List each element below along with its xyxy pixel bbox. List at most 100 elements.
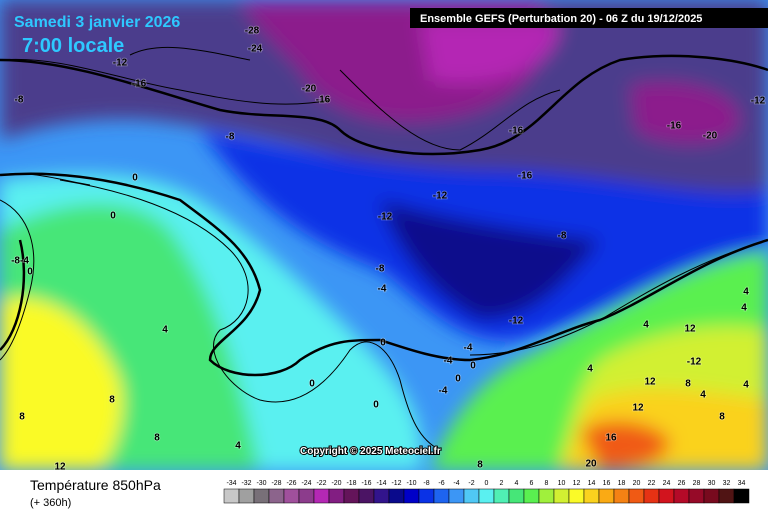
scale-swatch xyxy=(298,488,315,504)
contour-label: -16 xyxy=(509,126,524,137)
scale-swatch xyxy=(373,488,390,504)
scale-label: 16 xyxy=(603,480,611,487)
contour-label: -12 xyxy=(751,96,766,107)
contour-label: 8 xyxy=(685,379,691,390)
scale-label: -8 xyxy=(423,480,429,487)
model-banner xyxy=(410,8,768,28)
scale-label: -18 xyxy=(346,480,356,487)
scale-swatch xyxy=(643,488,660,504)
contour-label: -4 xyxy=(439,386,448,397)
contour-label: -4 xyxy=(444,356,453,367)
scale-swatch xyxy=(463,488,480,504)
scale-swatch xyxy=(268,488,285,504)
field-title: Température 850hPa xyxy=(30,477,161,493)
contour-label: -16 xyxy=(518,171,533,182)
contour-label: 0 xyxy=(380,338,386,349)
scale-label: 28 xyxy=(693,480,701,487)
contour-label: 0 xyxy=(455,374,461,385)
contour-label: -16 xyxy=(132,79,147,90)
contour-label: 4 xyxy=(743,380,749,391)
scale-swatch xyxy=(733,488,750,504)
scale-label: -4 xyxy=(453,480,459,487)
scale-swatch xyxy=(283,488,300,504)
scale-label: -26 xyxy=(286,480,296,487)
scale-swatch xyxy=(613,488,630,504)
scale-label: 6 xyxy=(530,480,534,487)
contour-label: 0 xyxy=(309,379,315,390)
contour-label: 8 xyxy=(109,395,115,406)
forecast-date: Samedi 3 janvier 2026 xyxy=(14,14,180,31)
contour-label: 8 xyxy=(154,433,160,444)
model-info: Ensemble GEFS (Perturbation 20) - 06 Z d… xyxy=(420,13,702,25)
scale-label: -24 xyxy=(301,480,311,487)
contour-label: 12 xyxy=(684,324,696,335)
contour-label: -12 xyxy=(687,357,702,368)
scale-label: 4 xyxy=(515,480,519,487)
contour-label: 4 xyxy=(700,390,706,401)
contour-label: 12 xyxy=(632,403,644,414)
scale-swatch xyxy=(718,488,735,504)
contour-label: 16 xyxy=(605,433,617,444)
scale-label: -6 xyxy=(438,480,444,487)
contour-label: 8 xyxy=(19,412,25,423)
contour-label: -28 xyxy=(245,26,260,37)
contour-label: -8 xyxy=(558,231,567,242)
scale-swatch xyxy=(538,488,555,504)
scale-swatch xyxy=(523,488,540,504)
scale-swatch xyxy=(328,488,345,504)
temperature-field xyxy=(0,0,768,471)
contour-label: -16 xyxy=(667,121,682,132)
contour-label: 8 xyxy=(719,412,725,423)
lead-time: (+ 360h) xyxy=(30,497,71,509)
scale-label: -28 xyxy=(271,480,281,487)
contour-label: -24 xyxy=(248,44,263,55)
contour-label: 0 xyxy=(132,173,138,184)
scale-swatch xyxy=(658,488,675,504)
scale-swatch xyxy=(223,488,240,504)
contour-label: -12 xyxy=(509,316,524,327)
contour-label: 0 xyxy=(27,267,33,278)
scale-swatch xyxy=(598,488,615,504)
scale-label: 32 xyxy=(723,480,731,487)
contour-label: 8 xyxy=(477,460,483,471)
scale-swatch xyxy=(238,488,255,504)
scale-label: -12 xyxy=(391,480,401,487)
scale-swatch xyxy=(628,488,645,504)
scale-label: 10 xyxy=(558,480,566,487)
isotherm-lines xyxy=(0,54,768,377)
scale-swatch xyxy=(433,488,450,504)
contour-label: -20 xyxy=(703,131,718,142)
contour-label: 20 xyxy=(585,459,597,470)
scale-label: -32 xyxy=(241,480,251,487)
scale-swatch xyxy=(703,488,720,504)
scale-label: 30 xyxy=(708,480,716,487)
color-scale: -34 -32 -30 -28 -26 -24 -22 -20 -18 -16 -14 -12 -10-… xyxy=(223,480,750,504)
scale-label: 18 xyxy=(618,480,626,487)
contour-label: 4 xyxy=(162,325,168,336)
scale-label: -2 xyxy=(468,480,474,487)
contour-label: 0 xyxy=(110,211,116,222)
scale-label: 22 xyxy=(648,480,656,487)
scale-label: -14 xyxy=(376,480,386,487)
contour-label: -4 xyxy=(464,343,473,354)
scale-label: 0 xyxy=(485,480,489,487)
scale-label: 26 xyxy=(678,480,686,487)
scale-label: 14 xyxy=(588,480,596,487)
scale-swatch xyxy=(253,488,270,504)
scale-swatch xyxy=(493,488,510,504)
forecast-time: 7:00 locale xyxy=(22,35,124,57)
scale-swatch xyxy=(418,488,435,504)
contour-label: -8 xyxy=(376,264,385,275)
scale-label: 2 xyxy=(500,480,504,487)
scale-swatch xyxy=(553,488,570,504)
scale-label: -16 xyxy=(361,480,371,487)
contour-label: 4 xyxy=(741,303,747,314)
contour-label: -16 xyxy=(316,95,331,106)
scale-label: 24 xyxy=(663,480,671,487)
scale-label: -20 xyxy=(331,480,341,487)
scale-label: -10 xyxy=(406,480,416,487)
scale-label: 12 xyxy=(573,480,581,487)
scale-swatch xyxy=(313,488,330,504)
copyright: Copyright © 2025 Meteociel.fr xyxy=(300,446,441,457)
